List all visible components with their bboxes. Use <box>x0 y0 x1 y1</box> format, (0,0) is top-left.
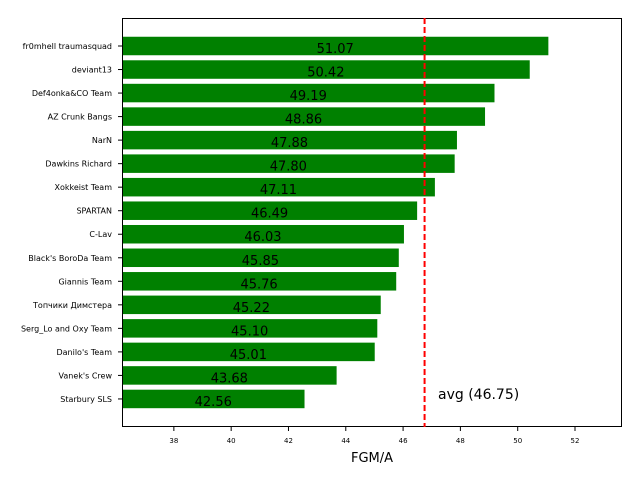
value-label: 50.42 <box>307 66 344 81</box>
value-label: 43.68 <box>211 371 248 386</box>
bar <box>122 342 375 362</box>
value-label: 45.85 <box>242 254 279 269</box>
y-tick-label: Vanek's Crew <box>59 371 113 380</box>
bar <box>122 248 399 268</box>
y-tick-label: AZ Crunk Bangs <box>48 113 112 122</box>
y-tick-label: Black's BoroDa Team <box>28 254 112 263</box>
bars-group <box>122 36 549 409</box>
y-tick-label: Dawkins Richard <box>45 160 112 169</box>
y-tick-label: fr0mhell traumasquad <box>23 42 112 51</box>
bar <box>122 107 486 126</box>
value-label: 42.56 <box>195 395 232 410</box>
bar <box>122 319 378 338</box>
y-tick-label: Giannis Team <box>58 277 112 286</box>
bar <box>122 36 549 56</box>
bar <box>122 272 397 291</box>
bar <box>122 201 418 220</box>
y-tick-label: Serg_Lo and Oxy Team <box>21 324 112 333</box>
bar <box>122 366 337 385</box>
x-tick-label: 44 <box>341 437 350 445</box>
x-axis-label: FGM/A <box>351 451 393 466</box>
y-tick-label: Def4onka&CO Team <box>32 89 112 98</box>
value-label: 45.76 <box>240 277 277 292</box>
y-tick-label: SPARTAN <box>76 207 112 216</box>
y-axis: fr0mhell traumasquad deviant13 Def4onka&CO… <box>21 42 122 404</box>
value-label: 45.01 <box>230 348 267 363</box>
average-label: avg (46.75) <box>438 387 519 403</box>
value-label: 47.88 <box>271 136 308 151</box>
value-label: 49.19 <box>290 89 327 104</box>
value-label: 48.86 <box>285 113 322 128</box>
x-tick-label: 52 <box>571 437 580 445</box>
bar <box>122 224 404 244</box>
y-tick-label: Danilo's Team <box>56 348 112 357</box>
value-label: 46.03 <box>244 230 281 245</box>
bar <box>122 154 455 173</box>
x-tick-label: 48 <box>456 437 465 445</box>
value-label: 45.22 <box>233 301 270 316</box>
x-tick-label: 42 <box>284 437 293 445</box>
y-tick-label: deviant13 <box>72 66 112 75</box>
x-tick-label: 46 <box>399 437 408 445</box>
y-tick-label: Топчики Димстера <box>32 301 112 310</box>
x-tick-label: 40 <box>227 437 236 445</box>
y-tick-label: Starbury SLS <box>60 395 112 404</box>
value-label: 47.11 <box>260 183 297 198</box>
bar <box>122 295 381 315</box>
plot-frame <box>122 18 622 427</box>
bar <box>122 389 305 409</box>
value-label: 47.80 <box>270 160 307 175</box>
y-tick-label: C-Lav <box>89 230 112 239</box>
bar <box>122 130 457 150</box>
y-tick-label: Xokkeist Team <box>55 183 113 192</box>
x-tick-label: 38 <box>169 437 178 445</box>
bar <box>122 60 530 79</box>
bar <box>122 177 435 197</box>
bar <box>122 83 495 103</box>
value-label: 51.07 <box>317 42 354 57</box>
value-label: 46.49 <box>251 207 288 222</box>
y-tick-label: NarN <box>92 136 112 145</box>
x-axis: 38 40 42 44 46 48 50 52 <box>169 427 579 445</box>
value-labels-group: 51.07 50.42 49.19 48.86 47.88 47.80 47.11 46.49… <box>195 42 354 410</box>
value-label: 45.10 <box>231 324 268 339</box>
x-tick-label: 50 <box>513 437 522 445</box>
